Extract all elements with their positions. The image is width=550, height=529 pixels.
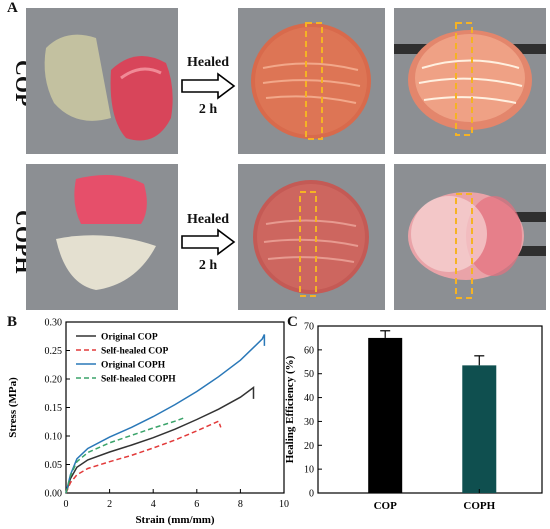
legend-label: Self-healed COPH [101,375,176,385]
cop-stretched-image [394,22,546,136]
series-line-original-coph [65,334,266,494]
cop-cut-pieces-image [44,34,173,141]
y-tick-label: 10 [304,465,314,476]
panel-a-letter: A [7,0,18,16]
y-tick-label: 30 [304,417,314,428]
y-tick-label: 20 [304,441,314,452]
y-tick-label: 0.05 [45,460,63,471]
y-tick-label: 0.25 [45,346,63,357]
arrow-label-healed-1: Healed [187,55,229,70]
photo-coph-healed [238,164,385,310]
coph-stretched-image [408,192,546,299]
y-axis-label: Stress (MPa) [7,377,19,438]
photo-cop-stretched [394,8,546,154]
stress-strain-chart: 0 2 4 6 8 10 0.00 0.05 0.10 0.15 0.20 0.25 0.30 Strai… [7,318,289,527]
plot-frame [65,321,285,494]
series-line-self-healed-coph [65,416,187,494]
legend-label: Original COP [101,333,158,343]
y-tick-label: 0.30 [45,318,63,329]
panel-b-letter: B [7,314,18,330]
x-tick-label: 6 [194,499,199,510]
y-tick-label: 70 [304,322,314,333]
legend-label: Original COPH [101,361,166,371]
x-tick-label: COP [374,500,398,512]
bar-coph [462,365,497,493]
x-tick-label: 4 [151,499,156,510]
x-tick-label: COPH [463,500,495,512]
series-line-original-cop [65,386,255,494]
photo-cop-healed [238,8,385,154]
photo-cop-cut [26,8,178,154]
panel-c-letter: C [287,314,298,330]
series-line-self-healed-cop [65,420,222,494]
healing-arrow-icon-2 [181,228,236,256]
cop-healed-disc-image [251,22,371,140]
y-tick-label: 60 [304,345,314,356]
healing-arrow-icon-1 [181,72,236,100]
plot-frame [317,325,543,494]
y-tick-label: 50 [304,369,314,380]
healing-efficiency-chart: 0 10 20 30 40 50 60 70 Healing Efficiency (%) COP… [284,322,543,512]
x-tick-label: 0 [64,499,69,510]
x-tick-label: 8 [238,499,243,510]
y-tick-label: 0 [309,489,314,500]
coph-healed-disc-image [253,180,369,297]
arrow-label-time-2: 2 h [198,258,218,273]
bar-cop [368,337,403,493]
x-tick-label: 2 [107,499,112,510]
arrow-label-time-1: 2 h [198,102,218,117]
y-axis-label: Healing Efficiency (%) [284,355,296,463]
y-tick-label: 0.10 [45,432,63,443]
y-tick-label: 0.00 [45,489,63,500]
x-tick-label: 10 [279,499,289,510]
x-axis-label: Strain (mm/mm) [135,514,214,526]
y-tick-label: 0.15 [45,403,63,414]
photo-coph-cut [26,164,178,310]
arrow-label-healed-2: Healed [187,212,229,227]
photo-coph-stretched [394,164,546,310]
y-tick-label: 0.20 [45,375,63,386]
y-tick-label: 40 [304,393,314,404]
legend-label: Self-healed COP [101,347,168,357]
coph-cut-pieces-image [56,175,156,290]
